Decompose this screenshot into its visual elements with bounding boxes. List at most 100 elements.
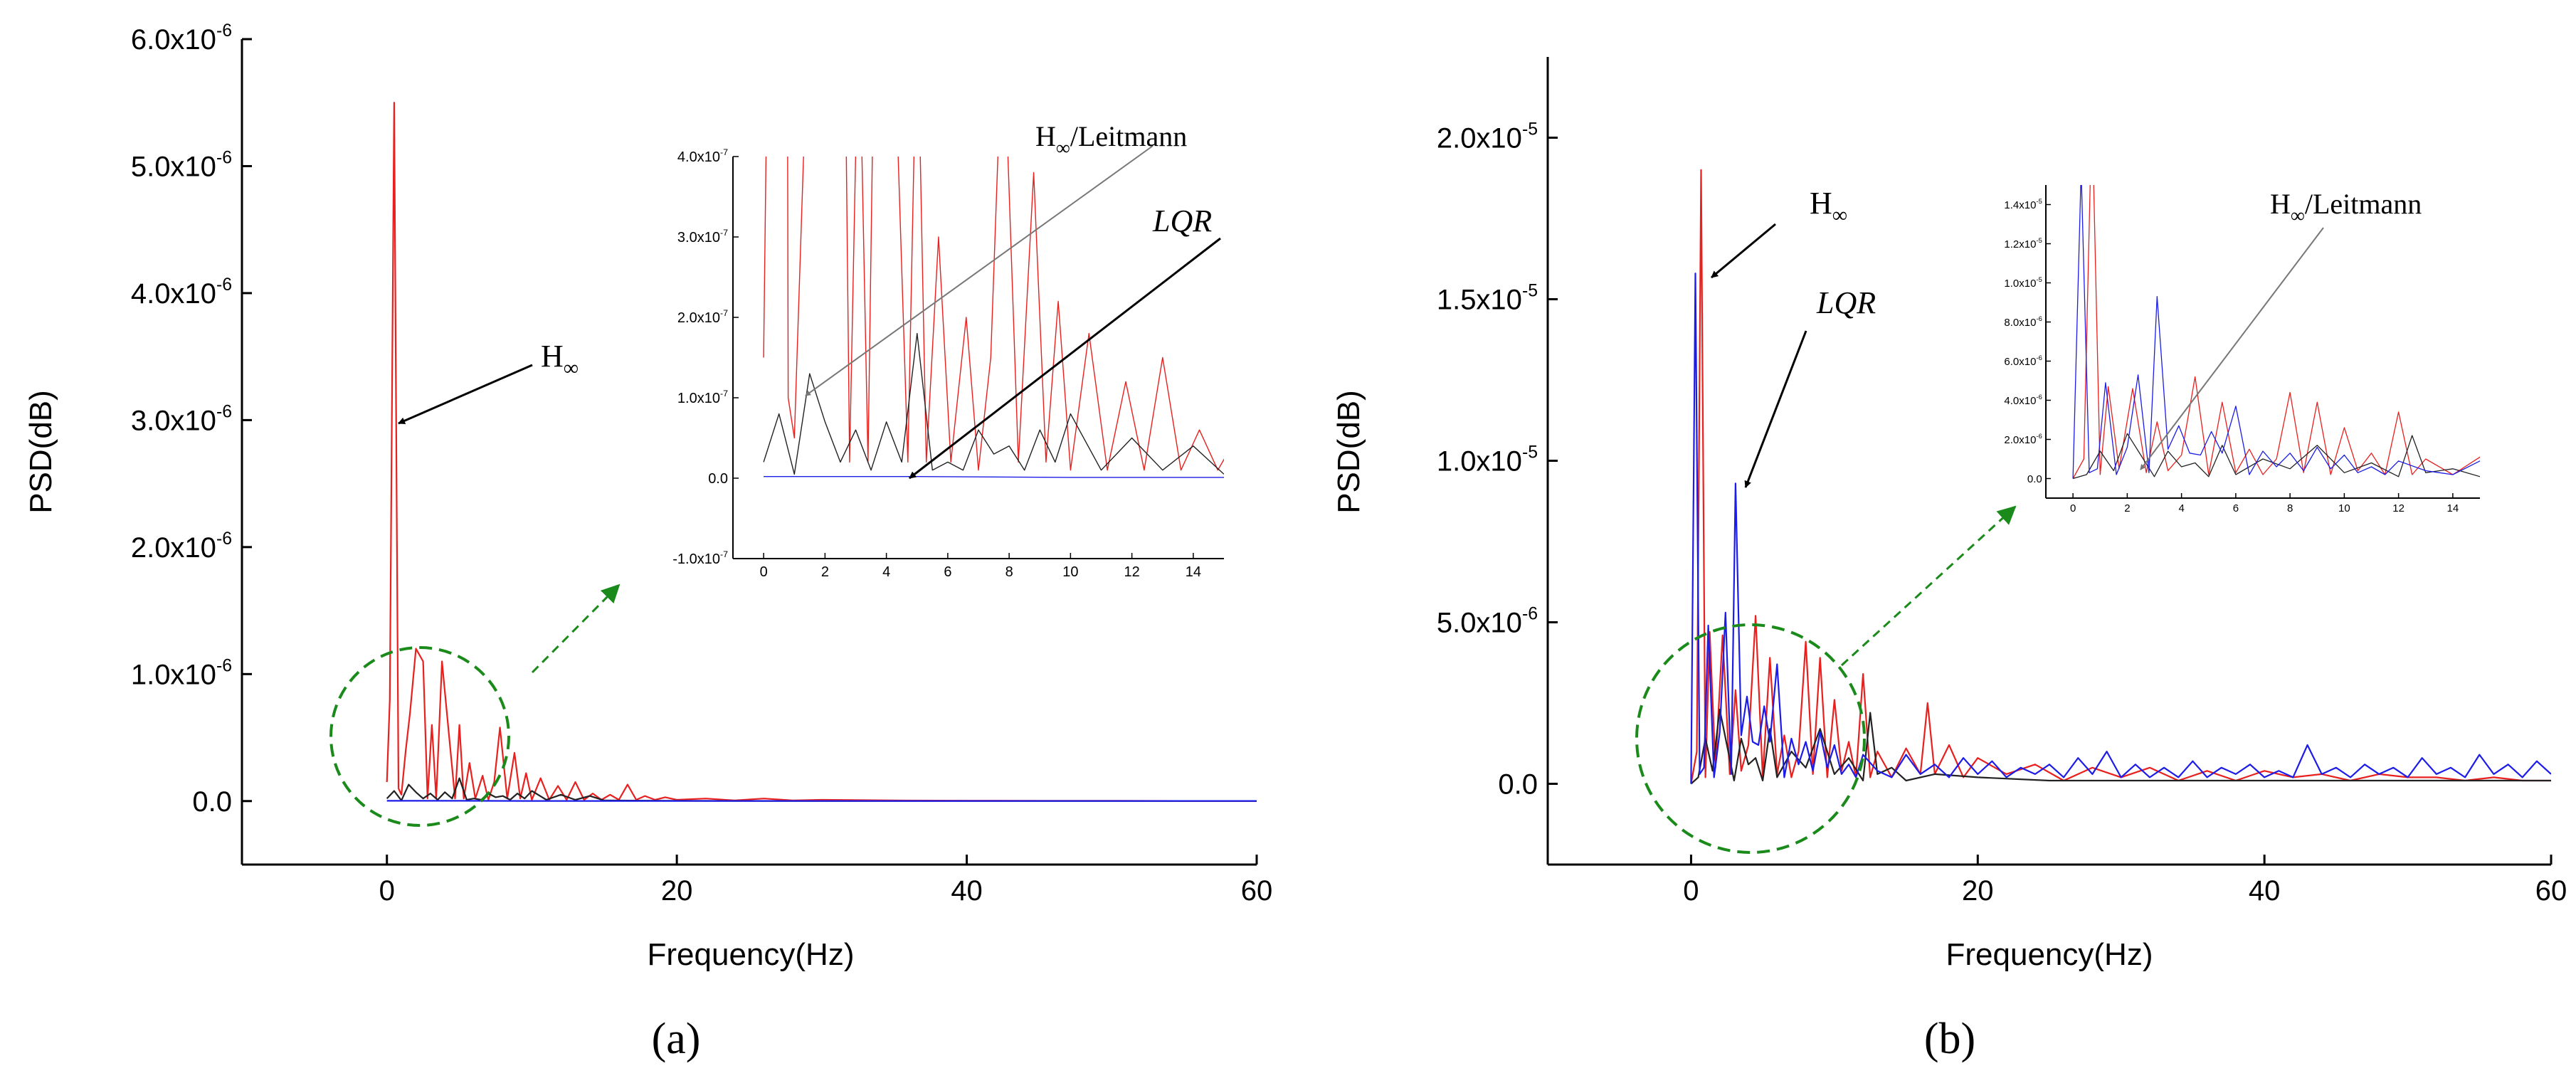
panel-b-inset-xtick-label: 2 <box>2124 502 2130 514</box>
panel-b-inset-leitmann-sub: ∞ <box>2291 205 2305 227</box>
panel-a-inset-ytick-label: 3.0x10-7 <box>677 228 728 245</box>
panel-b-lqr-label: LQR <box>1816 285 1876 320</box>
panel-b-inset-series-lqr-line <box>2072 185 2480 479</box>
panel-b-inset-xtick-label: 0 <box>2070 502 2076 514</box>
panel-a-inset-ytick-label: -1.0x10-7 <box>672 549 728 567</box>
panel-a-ytick-label: 2.0x10-6 <box>131 529 232 564</box>
panel-a-hinf-sub: ∞ <box>564 356 579 380</box>
panel-a-caption: (a) <box>652 1015 701 1063</box>
panel-a-inset-xtick-label: 14 <box>1186 564 1201 580</box>
panel-a-inset-xtick-label: 6 <box>944 564 951 580</box>
panel-b-hinf-annotation: H∞ <box>1711 186 1847 279</box>
panel-a-inset: -1.0x10-7 0.0 1.0x10-7 2.0x10-7 3.0x10-7 4.0x… <box>672 120 1224 580</box>
panel-a-ytick-label: 1.0x10-6 <box>131 656 232 690</box>
panel-b-xtick-label: 60 <box>2535 875 2567 907</box>
panel-a-xtick-label: 0 <box>379 875 395 907</box>
panel-b-inset-x-ticks: 0 2 4 6 8 10 12 14 <box>2070 493 2459 514</box>
panel-b-caption: (b) <box>1924 1015 1975 1063</box>
panel-b-xtick-label: 20 <box>1962 875 1994 907</box>
panel-b-inset-leitmann-annotation: H∞/Leitmann <box>2140 188 2422 470</box>
panel-b-zoom-indicator <box>1635 505 2017 854</box>
panel-b-hinf-label: H <box>1810 186 1832 221</box>
panel-a-inset-ytick-label: 4.0x10-7 <box>677 147 728 165</box>
svg-text:H∞: H∞ <box>1810 186 1847 227</box>
panel-b-inset-series-hinf-leitmann-line <box>2072 433 2480 480</box>
panel-b-inset-ytick-label: 0.0 <box>2027 473 2042 485</box>
panel-b-ytick-label: 1.5x10-5 <box>1437 282 1538 316</box>
panel-a-xtick-label: 60 <box>1241 875 1273 907</box>
panel-a-series-hinf-line <box>386 102 1257 802</box>
panel-a-inset-x-ticks: 0 2 4 6 8 10 12 14 <box>760 553 1201 580</box>
svg-text:H∞: H∞ <box>541 339 579 380</box>
panel-a-inset-lqr-annotation: LQR <box>909 204 1221 480</box>
panel-b-inset-ytick-label: 6.0x10-6 <box>2004 354 2042 368</box>
panel-a-inset-xtick-label: 10 <box>1062 564 1078 580</box>
panel-b-inset-ytick-label: 1.4x10-5 <box>2004 198 2042 211</box>
panel-a-ytick-label: 3.0x10-6 <box>131 402 232 436</box>
panel-a-ylabel: PSD(dB) <box>23 390 58 514</box>
panel-b-inset-ytick-label: 2.0x10-6 <box>2004 433 2042 446</box>
panel-b-hinf-sub: ∞ <box>1832 204 1847 227</box>
panel-a-inset-xtick-label: 12 <box>1124 564 1140 580</box>
panel-b-inset-leitmann-tail: /Leitmann <box>2305 188 2422 220</box>
panel-a-inset-lqr-label: LQR <box>1152 204 1212 238</box>
panel-b-series-lqr-line <box>1690 273 2551 784</box>
panel-b-inset-ytick-label: 4.0x10-6 <box>2004 394 2042 407</box>
panel-a-inset-leitmann-tail: /Leitmann <box>1070 120 1187 152</box>
panel-b-series <box>1690 169 2551 785</box>
panel-a-ytick-label: 0.0 <box>192 786 232 818</box>
panel-a-inset-leitmann-annotation: H∞/Leitmann <box>805 120 1187 396</box>
panel-a-hinf-label: H <box>541 339 564 374</box>
panel-b-ylabel: PSD(dB) <box>1331 390 1366 514</box>
panel-a-inset-ytick-label: 0.0 <box>708 471 728 487</box>
panel-b-xtick-label: 0 <box>1683 875 1699 907</box>
panel-a-inset-y-ticks: -1.0x10-7 0.0 1.0x10-7 2.0x10-7 3.0x10-7 4.0x… <box>672 147 739 567</box>
panel-a-ytick-label: 4.0x10-6 <box>131 275 232 310</box>
panel-b-inset-xtick-label: 8 <box>2287 502 2293 514</box>
panel-a-ytick-label: 5.0x10-6 <box>131 148 232 182</box>
panel-b-series-hinf-line <box>1690 169 2551 784</box>
panel-a-inset-series <box>763 157 1224 478</box>
panel-b-ytick-label: 5.0x10-6 <box>1437 605 1538 639</box>
panel-b: 0.05.0x10-61.0x10-51.5x10-52.0x10-5 0 20 4… <box>1331 57 2567 1063</box>
panel-b-inset-ytick-label: 8.0x10-6 <box>2004 315 2042 329</box>
panel-a-xtick-label: 20 <box>661 875 693 907</box>
panel-a-ytick-label: 6.0x10-6 <box>131 21 232 56</box>
panel-a-hinf-annotation: H∞ <box>398 339 579 425</box>
panel-b-ytick-label: 2.0x10-5 <box>1437 120 1538 154</box>
panel-a-x-ticks: 0 20 40 60 <box>379 855 1273 907</box>
svg-text:H∞/Leitmann: H∞/Leitmann <box>2270 188 2422 227</box>
panel-a-series <box>386 102 1257 802</box>
panel-b-x-ticks: 0 20 40 60 <box>1683 855 2567 907</box>
panel-b-inset-series-hinf-line <box>2072 185 2480 479</box>
panel-a: 0.0 1.0x10-6 2.0x10-6 3.0x10-6 4.0x10-6 5.0x1… <box>23 21 1273 1063</box>
panel-b-inset: 0.0 2.0x10-6 4.0x10-6 6.0x10-6 8.0x10-6 1.0x1… <box>2004 185 2480 514</box>
panel-a-inset-leitmann-sub: ∞ <box>1056 137 1070 159</box>
panel-a-inset-ytick-label: 2.0x10-7 <box>677 308 728 326</box>
panel-b-inset-xtick-label: 14 <box>2447 502 2459 514</box>
panel-a-xlabel: Frequency(Hz) <box>648 937 855 972</box>
panel-a-zoom-indicator <box>329 583 621 827</box>
panel-b-y-ticks: 0.0 5.0x10-6 1.0x10-5 1.5x10-5 2.0x10-5 <box>1437 120 1558 801</box>
panel-b-inset-ytick-label: 1.0x10-5 <box>2004 276 2042 290</box>
panel-b-xlabel: Frequency(Hz) <box>1946 937 2153 972</box>
panel-a-inset-xtick-label: 2 <box>821 564 829 580</box>
panel-a-inset-ytick-label: 1.0x10-7 <box>677 389 728 406</box>
panel-a-inset-series-hinf-leitmann-line <box>763 332 1224 475</box>
panel-a-inset-series-hinf-line <box>763 157 1224 471</box>
panel-b-inset-xtick-label: 4 <box>2178 502 2184 514</box>
panel-b-inset-series <box>2072 185 2480 480</box>
panel-b-inset-xtick-label: 10 <box>2338 502 2350 514</box>
panel-b-inset-y-ticks: 0.0 2.0x10-6 4.0x10-6 6.0x10-6 8.0x10-6 1.0x1… <box>2004 198 2051 485</box>
panel-a-inset-xtick-label: 0 <box>760 564 768 580</box>
panel-a-inset-xtick-label: 8 <box>1005 564 1013 580</box>
panel-a-inset-leitmann-label: H <box>1035 120 1056 152</box>
panel-b-inset-xtick-label: 6 <box>2233 502 2239 514</box>
panel-b-ytick-label: 0.0 <box>1498 769 1538 801</box>
panel-b-ytick-label: 1.0x10-5 <box>1437 443 1538 477</box>
panel-b-inset-leitmann-label: H <box>2270 188 2291 220</box>
svg-text:H∞/Leitmann: H∞/Leitmann <box>1035 120 1187 159</box>
panel-a-inset-xtick-label: 4 <box>882 564 890 580</box>
panel-a-xtick-label: 40 <box>951 875 983 907</box>
